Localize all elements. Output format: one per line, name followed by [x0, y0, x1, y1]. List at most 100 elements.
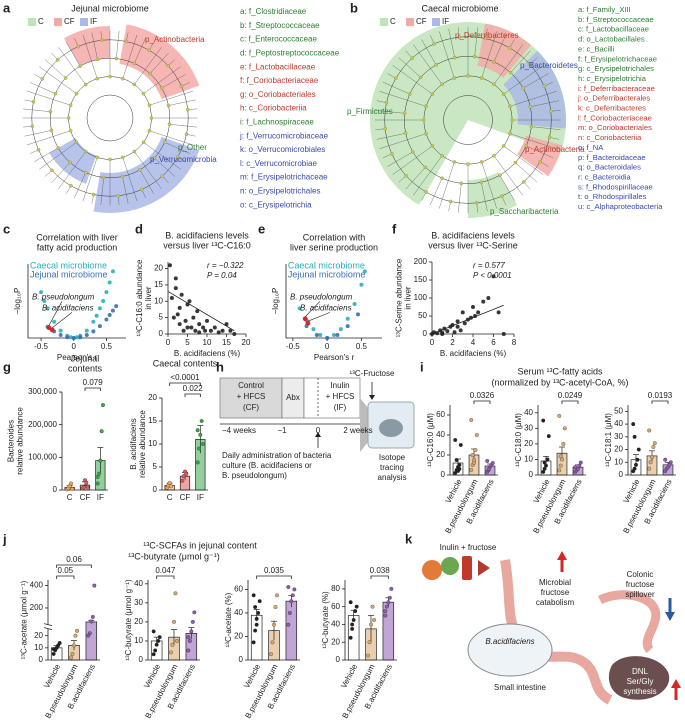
point: [471, 305, 475, 309]
x-tick-label: 15: [222, 338, 231, 347]
branch: [134, 38, 146, 64]
taxon-label: t: o_Rhodospirillales: [578, 192, 647, 201]
highlight-label: B. pseudolongum: [32, 292, 95, 301]
point: [501, 332, 506, 336]
annotation: r = −0.322: [207, 261, 244, 270]
y-tick-label: 20: [34, 631, 43, 640]
node: [402, 111, 407, 116]
branch: [122, 34, 138, 79]
annotation: P = 0.04: [207, 271, 237, 280]
x-tick-label: -0.5: [34, 342, 48, 351]
point: [460, 310, 465, 315]
point: [462, 321, 467, 326]
y-tick-label: 0: [441, 470, 446, 479]
label: Inulin + fructose: [440, 543, 497, 552]
node: [78, 64, 82, 68]
point: [42, 299, 47, 303]
panel-title: Serum ¹³C-fatty acids: [517, 366, 603, 376]
node: [474, 201, 479, 205]
branch: [74, 172, 86, 198]
point: [71, 336, 76, 340]
point: [114, 304, 119, 309]
node: [132, 82, 137, 87]
y-tick-label: 0: [423, 329, 428, 338]
point: [257, 599, 262, 604]
y-tick-label: 0: [153, 485, 158, 494]
node: [472, 54, 477, 59]
branch: [58, 47, 86, 85]
node: [56, 146, 60, 150]
node: [167, 122, 172, 127]
point: [181, 474, 186, 479]
taxon-label: j: o_Deferribacterales: [577, 94, 650, 103]
legend-label: IF: [442, 17, 449, 26]
y-tick-label: 60: [436, 410, 445, 419]
p-value: 0.047: [155, 566, 176, 575]
y-tick-label: 60: [331, 602, 340, 611]
branch: [44, 59, 66, 79]
point: [650, 455, 654, 460]
y-tick-label: 0: [619, 470, 624, 479]
timeline-diagram: [219, 377, 415, 452]
point: [389, 586, 394, 591]
taxon-label: r: c_Bacteroidia: [578, 172, 632, 181]
taxon-label: h: c_Erysipelotrichia: [578, 74, 647, 83]
axis: [27, 264, 126, 339]
x-tick-label: C: [67, 493, 73, 502]
node: [529, 124, 534, 129]
y-tick-label: 100: [414, 293, 428, 302]
label: Ser/Gly: [627, 677, 654, 686]
point: [70, 487, 75, 491]
clade-label: p_Actinobacteria: [145, 35, 205, 44]
node: [410, 56, 415, 60]
branch: [30, 82, 56, 94]
taxon-label: o: c_Erysipelotrichia: [240, 200, 312, 209]
branch: [509, 133, 557, 149]
node: [521, 180, 526, 184]
node: [423, 165, 428, 170]
point: [190, 619, 195, 624]
node: [68, 160, 72, 165]
point: [195, 460, 200, 465]
branch: [23, 108, 51, 112]
branch: [51, 162, 71, 184]
x-tick-label: 0.5: [101, 342, 113, 351]
branch: [515, 162, 538, 183]
point: [157, 635, 162, 640]
x-tick-label: 0.5: [356, 342, 368, 351]
point: [232, 332, 237, 336]
colon: [597, 590, 661, 654]
x-axis-label: Pearson's r: [314, 353, 355, 362]
point: [455, 319, 460, 324]
panel-title: (normalized by ¹³C-acetyl-CoA, %): [491, 377, 628, 387]
point: [632, 466, 637, 471]
node: [507, 46, 512, 50]
taxon-label: i: f_Lachnospiraceae: [240, 118, 314, 127]
y-tick-label: 200: [30, 603, 44, 612]
point: [173, 276, 178, 281]
node: [63, 76, 68, 80]
node: [440, 176, 444, 180]
taxon-label: d: o_Lactobacillales: [578, 35, 645, 44]
point: [557, 413, 562, 418]
point: [269, 652, 273, 657]
branch: [531, 126, 561, 130]
point: [256, 610, 261, 615]
branch: [34, 147, 59, 162]
node: [91, 192, 96, 197]
node: [160, 86, 164, 90]
taxon-label: l: c_Verrucomicrobiae: [240, 159, 317, 168]
point: [65, 335, 70, 340]
y-axis-label: Bacteroides: [7, 420, 16, 462]
comparison-bracket: [156, 575, 175, 579]
point: [107, 280, 112, 285]
label: Microbial: [539, 578, 571, 587]
branch: [39, 142, 77, 170]
node: [459, 181, 464, 186]
x-tick-label: CF: [80, 493, 91, 502]
point: [81, 485, 86, 490]
branch: [379, 91, 427, 107]
node: [418, 75, 423, 80]
taxon-label: n: o_Erysipelotrichales: [240, 187, 320, 196]
y-tick-label: 400: [30, 581, 44, 590]
